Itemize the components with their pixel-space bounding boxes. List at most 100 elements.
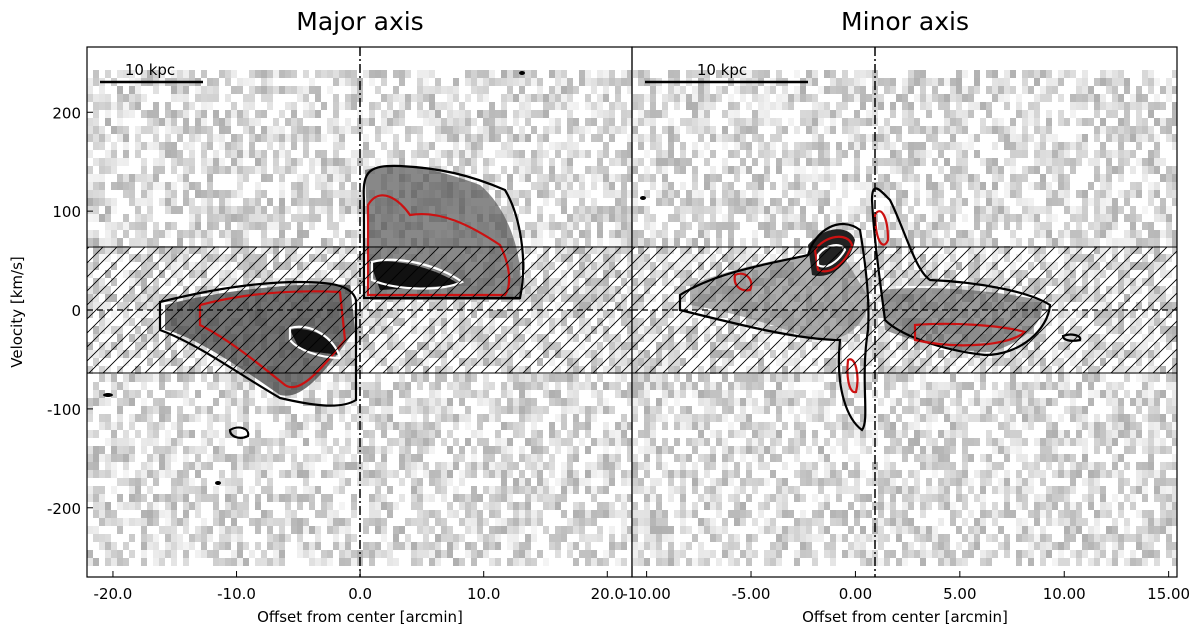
- intensity-pixel: [441, 102, 447, 110]
- intensity-pixel: [615, 438, 621, 446]
- intensity-pixel: [87, 94, 93, 102]
- intensity-pixel: [519, 110, 525, 118]
- intensity-pixel: [453, 414, 459, 422]
- intensity-pixel: [603, 126, 609, 134]
- intensity-pixel: [854, 182, 860, 190]
- intensity-pixel: [1046, 206, 1052, 214]
- intensity-pixel: [183, 198, 189, 206]
- intensity-pixel: [543, 486, 549, 494]
- intensity-pixel: [213, 486, 219, 494]
- intensity-pixel: [555, 542, 561, 550]
- intensity-pixel: [1112, 78, 1118, 86]
- intensity-pixel: [1010, 230, 1016, 238]
- intensity-pixel: [501, 446, 507, 454]
- intensity-pixel: [1070, 110, 1076, 118]
- intensity-pixel: [429, 550, 435, 558]
- intensity-pixel: [441, 134, 447, 142]
- intensity-pixel: [117, 182, 123, 190]
- intensity-pixel: [567, 94, 573, 102]
- intensity-pixel: [632, 198, 638, 206]
- intensity-pixel: [291, 166, 297, 174]
- intensity-pixel: [243, 110, 249, 118]
- intensity-pixel: [692, 166, 698, 174]
- intensity-pixel: [201, 166, 207, 174]
- intensity-pixel: [207, 526, 213, 534]
- intensity-pixel: [513, 230, 519, 238]
- intensity-pixel: [447, 526, 453, 534]
- intensity-pixel: [159, 422, 165, 430]
- intensity-pixel: [513, 382, 519, 390]
- intensity-pixel: [243, 494, 249, 502]
- intensity-pixel: [734, 126, 740, 134]
- intensity-pixel: [489, 158, 495, 166]
- intensity-pixel: [399, 454, 405, 462]
- intensity-pixel: [351, 150, 357, 158]
- intensity-pixel: [501, 142, 507, 150]
- intensity-pixel: [1136, 190, 1142, 198]
- intensity-pixel: [405, 406, 411, 414]
- intensity-pixel: [339, 406, 345, 414]
- intensity-pixel: [483, 502, 489, 510]
- intensity-pixel: [1016, 214, 1022, 222]
- intensity-pixel: [435, 534, 441, 542]
- intensity-pixel: [171, 94, 177, 102]
- intensity-pixel: [273, 214, 279, 222]
- intensity-pixel: [363, 150, 369, 158]
- intensity-pixel: [291, 158, 297, 166]
- intensity-pixel: [1130, 166, 1136, 174]
- intensity-pixel: [782, 190, 788, 198]
- intensity-pixel: [315, 70, 321, 78]
- intensity-pixel: [237, 134, 243, 142]
- intensity-pixel: [159, 414, 165, 422]
- intensity-pixel: [255, 422, 261, 430]
- intensity-pixel: [177, 230, 183, 238]
- intensity-pixel: [812, 142, 818, 150]
- intensity-pixel: [728, 110, 734, 118]
- intensity-pixel: [531, 454, 537, 462]
- intensity-pixel: [303, 390, 309, 398]
- intensity-pixel: [93, 454, 99, 462]
- intensity-pixel: [1046, 190, 1052, 198]
- intensity-pixel: [207, 454, 213, 462]
- intensity-pixel: [1046, 70, 1052, 78]
- intensity-pixel: [165, 134, 171, 142]
- intensity-pixel: [902, 142, 908, 150]
- intensity-pixel: [543, 198, 549, 206]
- intensity-pixel: [327, 510, 333, 518]
- intensity-pixel: [1166, 214, 1172, 222]
- intensity-pixel: [273, 438, 279, 446]
- intensity-pixel: [483, 110, 489, 118]
- intensity-pixel: [1112, 134, 1118, 142]
- intensity-pixel: [662, 238, 668, 246]
- intensity-pixel: [1082, 134, 1088, 142]
- intensity-pixel: [1118, 166, 1124, 174]
- intensity-pixel: [531, 94, 537, 102]
- intensity-pixel: [87, 414, 93, 422]
- intensity-pixel: [279, 142, 285, 150]
- intensity-pixel: [986, 70, 992, 78]
- intensity-pixel: [303, 190, 309, 198]
- intensity-pixel: [105, 102, 111, 110]
- intensity-pixel: [213, 454, 219, 462]
- intensity-pixel: [1124, 118, 1130, 126]
- intensity-pixel: [1118, 158, 1124, 166]
- intensity-pixel: [423, 150, 429, 158]
- intensity-pixel: [219, 70, 225, 78]
- intensity-pixel: [477, 398, 483, 406]
- intensity-pixel: [123, 398, 129, 406]
- intensity-pixel: [908, 206, 914, 214]
- intensity-pixel: [812, 166, 818, 174]
- intensity-pixel: [555, 102, 561, 110]
- intensity-pixel: [381, 494, 387, 502]
- intensity-pixel: [878, 134, 884, 142]
- intensity-pixel: [363, 542, 369, 550]
- intensity-pixel: [818, 102, 824, 110]
- intensity-pixel: [752, 230, 758, 238]
- intensity-pixel: [656, 230, 662, 238]
- intensity-pixel: [141, 398, 147, 406]
- intensity-pixel: [93, 558, 99, 566]
- intensity-pixel: [495, 398, 501, 406]
- intensity-pixel: [285, 486, 291, 494]
- intensity-pixel: [1082, 190, 1088, 198]
- intensity-pixel: [411, 430, 417, 438]
